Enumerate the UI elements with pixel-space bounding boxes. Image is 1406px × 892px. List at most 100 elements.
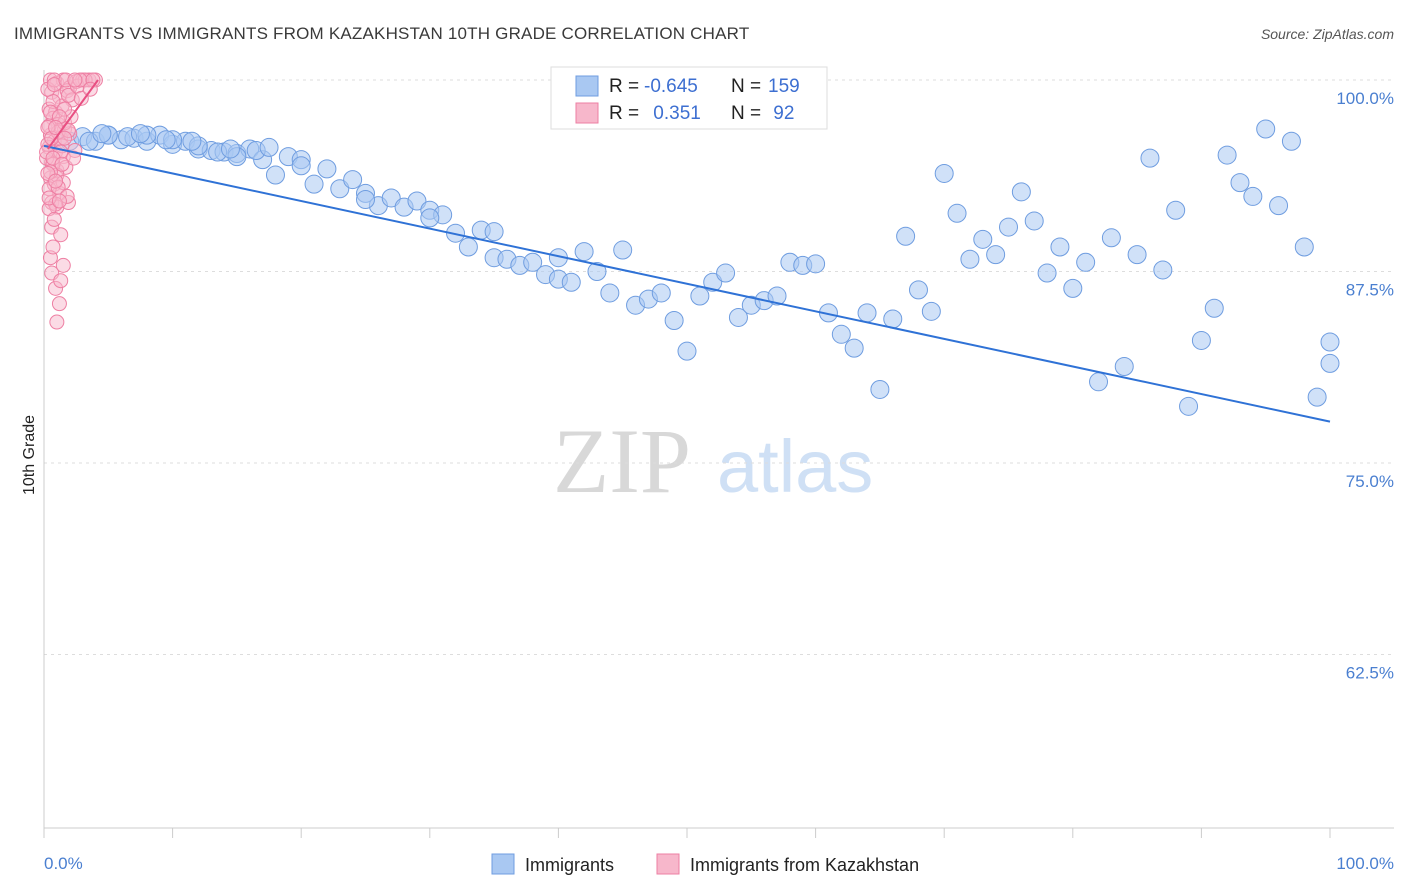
- immigrants-point-50: [703, 272, 723, 292]
- immigrants-point-101: [484, 222, 504, 242]
- stats-legend-swatch-pink: [575, 102, 599, 124]
- immigrants-point-84: [1140, 148, 1160, 168]
- kazakhstan-point-88: [48, 173, 64, 189]
- immigrants-point-61: [844, 338, 864, 358]
- stats-n-label-pink: N =: [731, 103, 761, 124]
- series-immigrants: [60, 119, 1340, 416]
- x-tick-label-1: 100.0%: [1336, 854, 1394, 873]
- immigrants-point-71: [973, 229, 993, 249]
- immigrants-point-115: [182, 131, 202, 151]
- immigrants-point-42: [600, 283, 620, 303]
- legend-label-kazakhstan: Immigrants from Kazakhstan: [690, 855, 919, 875]
- immigrants-point-75: [1024, 211, 1044, 231]
- kazakhstan-point-76: [46, 211, 62, 227]
- stats-n-value-blue: 159: [768, 76, 800, 97]
- immigrants-point-89: [1204, 298, 1224, 318]
- immigrants-point-87: [1179, 396, 1199, 416]
- immigrants-point-83: [1127, 245, 1147, 265]
- immigrants-point-72: [986, 245, 1006, 265]
- immigrants-point-98: [1320, 353, 1340, 373]
- stats-n-value-pink: 92: [768, 103, 794, 124]
- immigrants-point-88: [1191, 330, 1211, 350]
- y-tick-labels: 100.0% 87.5% 75.0% 62.5%: [1336, 89, 1394, 683]
- immigrants-point-43: [613, 240, 633, 260]
- kazakhstan-point-91: [51, 193, 67, 209]
- grid-lines: [44, 79, 1394, 655]
- immigrants-point-114: [130, 124, 150, 144]
- immigrants-point-79: [1076, 252, 1096, 272]
- kazakhstan-point-40: [49, 314, 65, 330]
- immigrants-point-76: [1037, 263, 1057, 283]
- stats-r-label-blue: R =: [609, 76, 639, 97]
- y-tick-label-2: 75.0%: [1346, 472, 1394, 491]
- immigrants-point-25: [381, 188, 401, 208]
- kazakhstan-point-78: [45, 239, 61, 255]
- watermark-zip: ZIP: [553, 410, 691, 512]
- y-tick-label-1: 87.5%: [1346, 281, 1394, 300]
- immigrants-point-52: [728, 307, 748, 327]
- immigrants-point-86: [1166, 200, 1186, 220]
- immigrants-point-58: [806, 254, 826, 274]
- immigrants-point-80: [1089, 372, 1109, 392]
- immigrants-point-49: [690, 286, 710, 306]
- stats-r-value-pink: 0.351: [648, 103, 701, 124]
- immigrants-trend-line: [43, 144, 1331, 423]
- immigrants-point-21: [330, 179, 350, 199]
- immigrants-point-20: [317, 159, 337, 179]
- legend-label-immigrants: Immigrants: [525, 855, 614, 875]
- immigrants-point-74: [1011, 182, 1031, 202]
- stats-n-label-blue: N =: [731, 76, 761, 97]
- immigrants-point-36: [523, 252, 543, 272]
- x-tick-label-0: 0.0%: [44, 854, 83, 873]
- immigrants-point-119: [259, 137, 279, 157]
- y-tick-label-3: 62.5%: [1346, 664, 1394, 683]
- kazakhstan-trend-line: [47, 79, 99, 150]
- immigrants-point-66: [908, 280, 928, 300]
- immigrants-point-19: [304, 174, 324, 194]
- immigrants-point-102: [420, 208, 440, 228]
- immigrants-point-97: [1307, 387, 1327, 407]
- y-tick-label-0: 100.0%: [1336, 89, 1394, 108]
- kazakhstan-point-58: [66, 150, 82, 166]
- immigrants-point-99: [1320, 332, 1340, 352]
- immigrants-point-65: [896, 226, 916, 246]
- legend-swatch-kazakhstan: [656, 853, 680, 875]
- immigrants-point-64: [883, 309, 903, 329]
- chart-title: IMMIGRANTS VS IMMIGRANTS FROM KAZAKHSTAN…: [14, 24, 749, 43]
- kazakhstan-point-68: [67, 72, 83, 88]
- immigrants-point-70: [960, 249, 980, 269]
- immigrants-point-93: [1256, 119, 1276, 139]
- immigrants-point-81: [1101, 228, 1121, 248]
- immigrants-point-48: [677, 341, 697, 361]
- immigrants-point-95: [1281, 131, 1301, 151]
- immigrants-point-104: [291, 156, 311, 176]
- zipatlas-watermark: ZIP atlas: [553, 410, 873, 512]
- immigrants-point-112: [92, 124, 112, 144]
- stats-r-value-blue: -0.645: [644, 76, 698, 97]
- immigrants-point-40: [574, 242, 594, 262]
- immigrants-point-62: [857, 303, 877, 323]
- immigrants-point-78: [1063, 278, 1083, 298]
- series-kazakhstan: [39, 72, 103, 330]
- stats-legend: R = -0.645 N = 159 R = 0.351 N = 92: [550, 66, 828, 130]
- watermark-atlas: atlas: [717, 425, 873, 508]
- x-tick-labels: 0.0% 100.0%: [44, 854, 1394, 873]
- immigrants-point-27: [407, 191, 427, 211]
- trend-lines: [43, 79, 1331, 423]
- immigrants-point-96: [1294, 237, 1314, 257]
- immigrants-point-82: [1114, 356, 1134, 376]
- axes: [43, 70, 1394, 838]
- immigrants-point-92: [1243, 186, 1263, 206]
- kazakhstan-point-39: [51, 296, 67, 312]
- kazakhstan-point-41: [53, 273, 69, 289]
- immigrants-point-16: [265, 165, 285, 185]
- immigrants-point-31: [458, 237, 478, 257]
- immigrants-point-117: [220, 139, 240, 159]
- kazakhstan-point-37: [55, 257, 71, 273]
- kazakhstan-point-64: [73, 90, 89, 106]
- y-axis-title: 10th Grade: [21, 415, 38, 495]
- immigrants-point-39: [561, 272, 581, 292]
- immigrants-point-46: [651, 283, 671, 303]
- stats-r-label-pink: R =: [609, 103, 639, 124]
